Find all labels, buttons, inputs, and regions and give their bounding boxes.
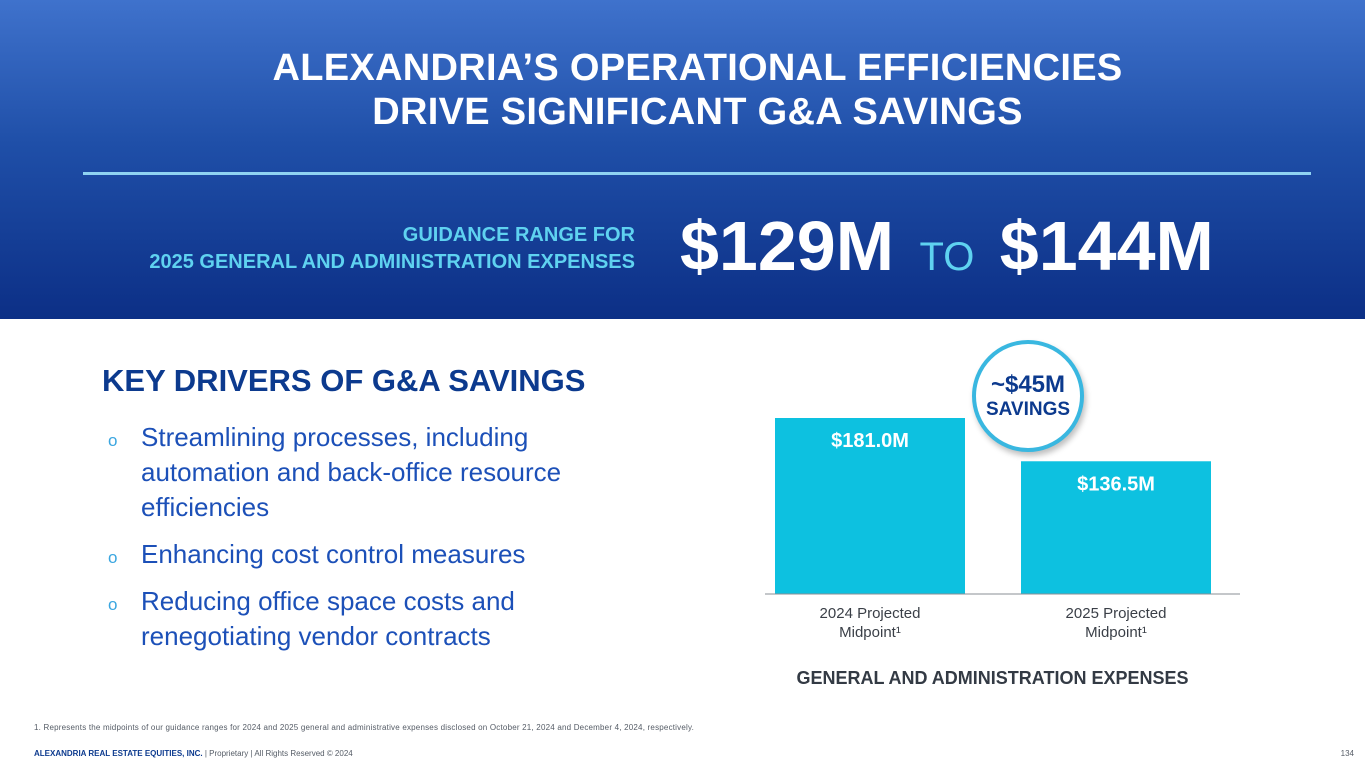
savings-label: SAVINGS xyxy=(985,399,1071,420)
bar-2 xyxy=(1021,461,1211,594)
bullet-circle-icon: o xyxy=(108,548,118,567)
bar-data-label-1: $181.0M xyxy=(831,430,909,452)
page-number: 134 xyxy=(1340,749,1354,758)
guidance-high: $144M xyxy=(999,207,1214,285)
drivers-list: o Streamlining processes, including auto… xyxy=(108,420,628,666)
header-divider xyxy=(83,172,1311,175)
bar-data-label-2: $136.5M xyxy=(1077,473,1155,495)
slide-title: ALEXANDRIA’S OPERATIONAL EFFICIENCIES DR… xyxy=(0,46,1365,134)
guidance-label: GUIDANCE RANGE FOR 2025 GENERAL AND ADMI… xyxy=(60,222,635,276)
x-tick-label-2-line-1: 2025 Projected xyxy=(1066,605,1167,622)
list-item-text: Enhancing cost control measures xyxy=(141,539,526,569)
footer-text: | Proprietary | All Rights Reserved © 20… xyxy=(202,749,353,758)
drivers-heading: KEY DRIVERS OF G&A SAVINGS xyxy=(102,363,586,398)
savings-badge: ~$45M SAVINGS xyxy=(972,340,1084,452)
x-tick-label-1-line-2: Midpoint¹ xyxy=(839,624,901,641)
savings-amount: ~$45M xyxy=(990,371,1066,398)
list-item: o Reducing office space costs and renego… xyxy=(108,584,628,654)
ga-expenses-chart: $181.0M 2024 Projected Midpoint¹ $136.5M 202… xyxy=(740,330,1280,710)
list-item: o Streamlining processes, including auto… xyxy=(108,420,628,525)
guidance-label-line-2: 2025 GENERAL AND ADMINISTRATION EXPENSES xyxy=(149,251,635,273)
list-item-text: Streamlining processes, including automa… xyxy=(141,422,562,522)
footnote: 1. Represents the midpoints of our guida… xyxy=(34,723,695,732)
title-line-1: ALEXANDRIA’S OPERATIONAL EFFICIENCIES xyxy=(272,47,1123,89)
footer: ALEXANDRIA REAL ESTATE EQUITIES, INC. | … xyxy=(34,749,834,758)
list-item-text: Reducing office space costs and renegoti… xyxy=(141,586,515,651)
bar-1 xyxy=(775,418,965,594)
header-banner: ALEXANDRIA’S OPERATIONAL EFFICIENCIES DR… xyxy=(0,0,1365,319)
x-tick-label-1-line-1: 2024 Projected xyxy=(820,605,921,622)
guidance-low: $129M xyxy=(680,207,895,285)
title-line-2: DRIVE SIGNIFICANT G&A SAVINGS xyxy=(372,91,1023,133)
guidance-range: $129M TO $144M xyxy=(680,206,1320,297)
x-tick-label-2-line-2: Midpoint¹ xyxy=(1085,624,1147,641)
chart-title: GENERAL AND ADMINISTRATION EXPENSES xyxy=(796,668,1189,688)
list-item: o Enhancing cost control measures xyxy=(108,537,628,572)
bullet-circle-icon: o xyxy=(108,595,118,614)
footer-company: ALEXANDRIA REAL ESTATE EQUITIES, INC. xyxy=(34,749,203,758)
bullet-circle-icon: o xyxy=(108,431,118,450)
guidance-to: TO xyxy=(919,235,975,279)
bar-chart-plot: $181.0M 2024 Projected Midpoint¹ $136.5M 202… xyxy=(765,418,1240,641)
guidance-label-line-1: GUIDANCE RANGE FOR xyxy=(402,224,635,246)
